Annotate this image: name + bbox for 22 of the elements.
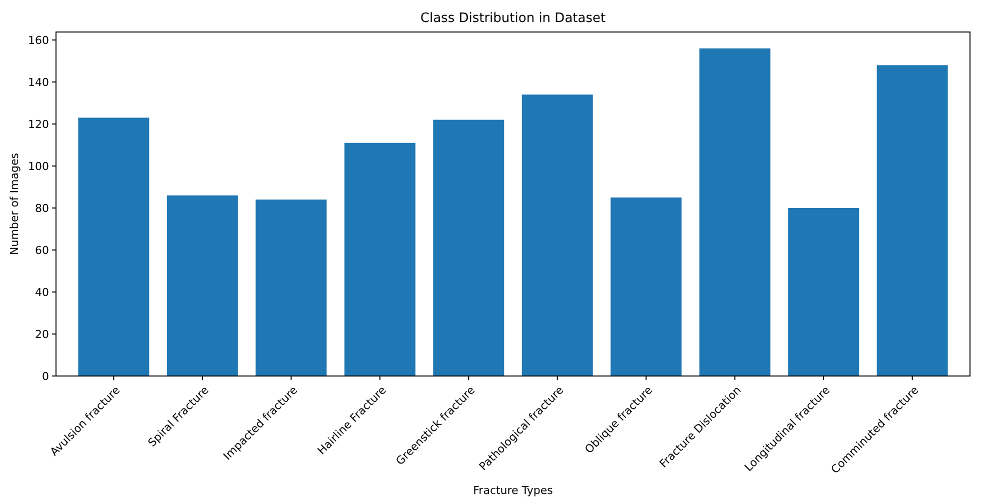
- bar: [78, 118, 150, 376]
- y-axis-title: Number of Images: [8, 152, 21, 255]
- y-tick-label: 120: [28, 118, 49, 131]
- y-tick-label: 60: [35, 244, 49, 257]
- bar: [256, 200, 327, 376]
- y-tick-label: 80: [35, 202, 49, 215]
- bar: [522, 94, 593, 376]
- y-tick-label: 100: [28, 160, 49, 173]
- y-tick-label: 160: [28, 34, 49, 47]
- bar: [344, 142, 416, 376]
- x-axis-title: Fracture Types: [473, 484, 554, 497]
- bar: [788, 208, 860, 376]
- bar: [610, 197, 682, 376]
- y-tick-label: 140: [28, 76, 49, 89]
- y-tick-label: 0: [42, 370, 49, 383]
- bar: [876, 65, 948, 376]
- y-tick-label: 40: [35, 286, 49, 299]
- bar: [166, 195, 238, 376]
- chart-title: Class Distribution in Dataset: [420, 11, 606, 26]
- y-tick-label: 20: [35, 328, 49, 341]
- bar: [699, 48, 770, 376]
- bar: [433, 120, 504, 376]
